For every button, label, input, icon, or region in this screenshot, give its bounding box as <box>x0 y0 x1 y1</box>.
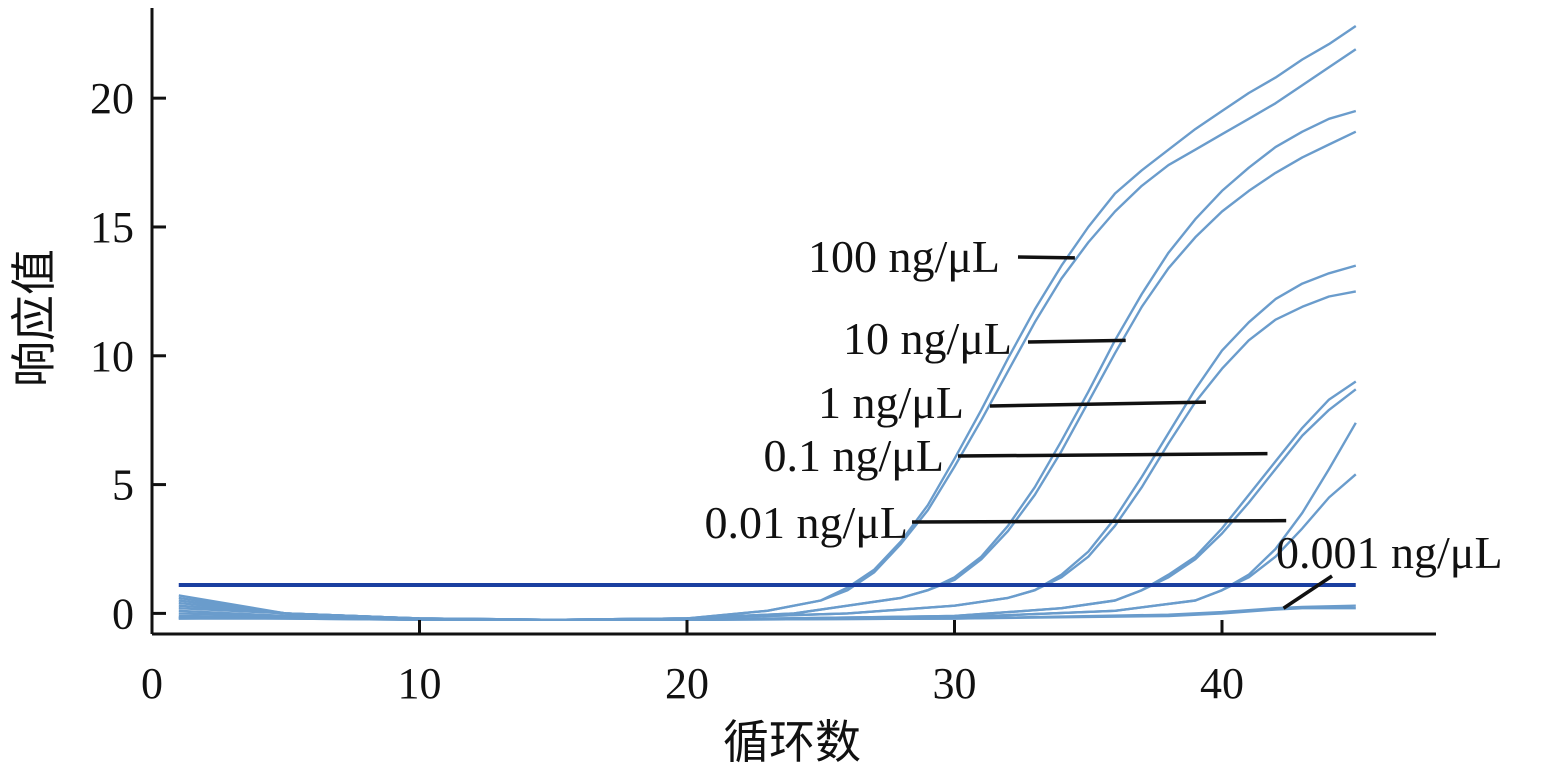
annotation-3: 1 ng/μL <box>818 377 1206 428</box>
x-axis-title: 循环数 <box>723 715 861 768</box>
annotation-5: 0.01 ng/μL <box>704 497 1287 548</box>
annotation-6: 0.001 ng/μL <box>1276 527 1503 610</box>
x-tick-label: 20 <box>665 659 709 708</box>
y-tick-label: 15 <box>90 203 134 252</box>
annotation-leader-line <box>957 451 1268 458</box>
annotation-4: 0.1 ng/μL <box>763 430 1268 481</box>
annotation-label: 100 ng/μL <box>808 231 1000 282</box>
curve-series-12 <box>178 604 1356 621</box>
y-axis-title: 响应值 <box>7 249 61 387</box>
annotation-leader-line <box>1282 574 1333 610</box>
x-tick-label: 40 <box>1200 659 1244 708</box>
annotation-leader-line <box>989 400 1206 408</box>
annotation-label: 0.001 ng/μL <box>1276 527 1503 578</box>
annotation-leader-line <box>1027 338 1126 344</box>
concentration-annotations: 100 ng/μL 10 ng/μL 1 ng/μL0.1 ng/μL 0.01 ng… <box>704 231 1503 610</box>
annotation-leader-line <box>1017 255 1075 260</box>
annotation-label: 10 ng/μL <box>843 313 1012 364</box>
y-tick-label: 20 <box>90 74 134 123</box>
annotation-leader-line <box>911 518 1287 524</box>
curve-series-2 <box>178 25 1357 621</box>
x-axis-ticks: 0 10 20 30 40 <box>141 620 1244 708</box>
amplification-curves <box>178 25 1357 621</box>
annotation-2: 10 ng/μL <box>843 313 1126 364</box>
y-tick-label: 5 <box>112 461 134 510</box>
annotation-1: 100 ng/μL <box>808 231 1075 282</box>
annotation-label: 0.1 ng/μL <box>763 430 944 481</box>
y-axis-ticks: 0 5 10 15 20 <box>90 74 166 638</box>
x-tick-label: 30 <box>933 659 977 708</box>
y-tick-label: 10 <box>90 332 134 381</box>
x-tick-label: 10 <box>398 659 442 708</box>
annotation-label: 1 ng/μL <box>818 377 964 428</box>
x-tick-label: 0 <box>141 659 163 708</box>
y-tick-label: 0 <box>112 589 134 638</box>
annotation-label: 0.01 ng/μL <box>704 497 908 548</box>
